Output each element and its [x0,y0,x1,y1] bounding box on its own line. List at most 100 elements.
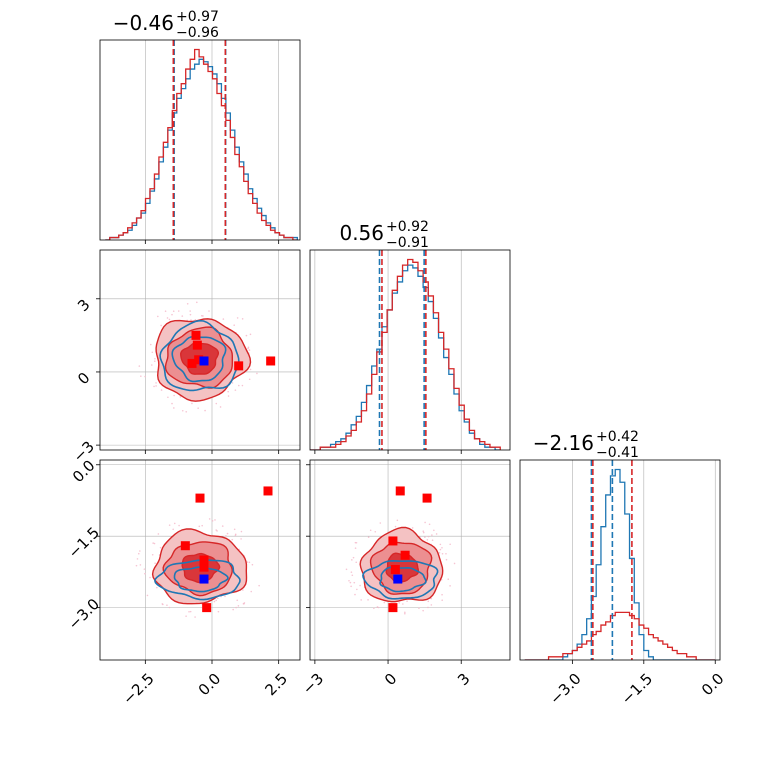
scatter-point [430,604,433,606]
marker-series-b [199,555,209,565]
scatter-point [377,606,380,609]
scatter-point [242,603,245,605]
scatter-point [373,607,375,610]
x-tick-label: −1.5 [618,670,656,708]
scatter-point [140,375,142,377]
marker-series-b [180,541,190,551]
y-tick-label: 0 [74,369,93,388]
scatter-point [198,525,201,528]
contour-series-a [171,335,227,383]
histogram-step-series_b [105,48,298,240]
marker-series-b [390,565,400,575]
marker-series-b [234,361,244,371]
scatter-point [159,546,162,549]
scatter-point [146,594,149,597]
scatter-point [194,616,196,618]
scatter-point [445,552,447,555]
scatter-point [398,602,400,604]
scatter-point [171,313,173,316]
scatter-point [251,563,254,566]
scatter-point [350,585,352,588]
scatter-point [449,585,451,587]
pair-panel-1 [100,250,300,450]
panel-frame [99,459,301,661]
scatter-point [426,539,429,541]
scatter-point [178,524,180,527]
scatter-point [350,571,353,573]
scatter-point [247,347,249,350]
scatter-point [422,609,424,612]
scatter-point [155,385,157,387]
scatter-point [189,610,192,613]
scatter-point [438,552,441,554]
scatter-point [427,606,429,609]
scatter-point [441,593,443,596]
x-tick-label: −2.5 [119,670,157,708]
scatter-point [433,529,435,532]
scatter-point [204,409,206,412]
scatter-point [213,600,216,603]
scatter-point [449,543,451,546]
scatter-point [406,600,408,602]
scatter-point [217,610,220,613]
scatter-point [135,564,138,567]
marker-series-b [192,340,202,350]
histogram-step-series_b [524,611,716,660]
x-tick-label: 0 [381,670,400,689]
scatter-point [427,600,430,603]
scatter-point [256,372,258,375]
scatter-point [224,595,226,598]
scatter-point [367,536,370,539]
marker-series-b [266,356,276,366]
scatter-point [248,349,251,351]
scatter-point [217,597,219,600]
panel-frame [309,459,511,661]
scatter-point [160,324,162,327]
scatter-point [441,552,444,555]
scatter-point [181,315,184,317]
scatter-point [143,568,146,570]
scatter-point [351,574,354,577]
histogram-3 [524,460,716,660]
scatter-point [227,395,230,397]
scatter-point [234,389,237,391]
scatter-point [404,611,406,614]
marker-series-b [422,493,432,503]
panel-frame [99,249,301,451]
scatter-point [154,357,156,360]
scatter-point [188,610,190,613]
scatter-point [379,522,382,524]
marker-series-b [388,536,398,546]
scatter-point [435,533,438,535]
histogram-step-series_a [310,264,501,450]
scatter-point [173,522,176,525]
scatter-point [166,317,169,319]
scatter-point [404,612,406,615]
scatter-point [374,530,377,533]
scatter-point [179,396,182,398]
histogram-step-series_b [310,258,501,450]
scatter-point [185,615,187,617]
scatter-point [428,523,431,526]
scatter-point [231,382,234,384]
x-tick-label: 3 [454,670,473,689]
x-tick-label: 0.0 [698,670,728,700]
contour-series-a [379,566,427,593]
pair-panel-2 [100,460,300,660]
marker-series-a [199,356,209,366]
scatter-point [349,581,352,584]
marker-series-b [400,550,410,560]
scatter-point [221,525,224,527]
marker-series-a [393,574,403,584]
scatter-point [138,365,141,367]
panel-frame [99,39,301,241]
scatter-point [153,542,156,545]
scatter-point [427,535,430,538]
histogram-step-series_a [524,468,716,660]
scatter-point [237,384,240,387]
contour-series-a [362,559,439,600]
scatter-point [173,394,175,397]
scatter-point [144,572,146,575]
marker-series-b [202,603,212,613]
scatter-point [234,533,237,536]
